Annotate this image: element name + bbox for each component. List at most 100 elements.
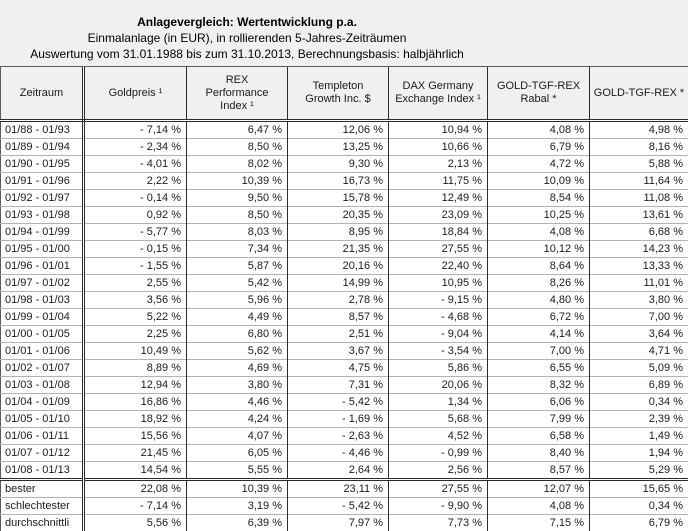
value-cell: 12,07 % — [488, 480, 590, 498]
value-cell: 4,98 % — [590, 121, 688, 139]
value-cell: 5,86 % — [389, 360, 488, 377]
value-cell: 8,50 % — [187, 207, 288, 224]
period-cell: 01/96 - 01/01 — [1, 258, 84, 275]
value-cell: 3,64 % — [590, 326, 688, 343]
period-cell: 01/92 - 01/97 — [1, 190, 84, 207]
value-cell: - 2,34 % — [84, 139, 187, 156]
value-cell: 7,00 % — [488, 343, 590, 360]
value-cell: 3,80 % — [187, 377, 288, 394]
value-cell: 7,99 % — [488, 411, 590, 428]
period-cell: 01/03 - 01/08 — [1, 377, 84, 394]
summary-label-cell: durchschnittli — [1, 515, 84, 531]
column-header: REX Performance Index ¹ — [187, 67, 288, 121]
table-row: 01/88 - 01/93- 7,14 %6,47 %12,06 %10,94 … — [1, 121, 688, 139]
value-cell: 1,94 % — [590, 445, 688, 462]
value-cell: 23,11 % — [288, 480, 389, 498]
table-row: 01/92 - 01/97- 0,14 %9,50 %15,78 %12,49 … — [1, 190, 688, 207]
value-cell: 4,49 % — [187, 309, 288, 326]
value-cell: 8,02 % — [187, 156, 288, 173]
value-cell: 6,79 % — [488, 139, 590, 156]
value-cell: 5,96 % — [187, 292, 288, 309]
period-cell: 01/98 - 01/03 — [1, 292, 84, 309]
value-cell: 5,42 % — [187, 275, 288, 292]
value-cell: 2,39 % — [590, 411, 688, 428]
value-cell: 6,80 % — [187, 326, 288, 343]
value-cell: 20,35 % — [288, 207, 389, 224]
value-cell: 9,30 % — [288, 156, 389, 173]
value-cell: 5,62 % — [187, 343, 288, 360]
value-cell: - 4,68 % — [389, 309, 488, 326]
value-cell: 13,33 % — [590, 258, 688, 275]
table-row: 01/96 - 01/01- 1,55 %5,87 %20,16 %22,40 … — [1, 258, 688, 275]
value-cell: 6,05 % — [187, 445, 288, 462]
value-cell: 5,09 % — [590, 360, 688, 377]
value-cell: 4,80 % — [488, 292, 590, 309]
value-cell: - 0,15 % — [84, 241, 187, 258]
value-cell: 5,55 % — [187, 462, 288, 480]
column-header: DAX Germany Exchange Index ¹ — [389, 67, 488, 121]
value-cell: 27,55 % — [389, 241, 488, 258]
value-cell: - 5,42 % — [288, 394, 389, 411]
value-cell: 8,26 % — [488, 275, 590, 292]
value-cell: 5,29 % — [590, 462, 688, 480]
column-header: Zeitraum — [1, 67, 84, 121]
value-cell: 8,50 % — [187, 139, 288, 156]
value-cell: 8,89 % — [84, 360, 187, 377]
value-cell: 6,55 % — [488, 360, 590, 377]
report-subtitle: Einmalanlage (in EUR), in rollierenden 5… — [0, 30, 494, 46]
value-cell: - 5,42 % — [288, 498, 389, 515]
value-cell: 7,97 % — [288, 515, 389, 531]
value-cell: 6,39 % — [187, 515, 288, 531]
value-cell: 10,66 % — [389, 139, 488, 156]
period-cell: 01/88 - 01/93 — [1, 121, 84, 139]
value-cell: 15,78 % — [288, 190, 389, 207]
report-title-block: Anlagevergleich: Wertentwicklung p.a. Ei… — [0, 0, 494, 62]
value-cell: 10,39 % — [187, 173, 288, 190]
value-cell: - 4,01 % — [84, 156, 187, 173]
report-title: Anlagevergleich: Wertentwicklung p.a. — [0, 14, 494, 30]
period-cell: 01/00 - 01/05 — [1, 326, 84, 343]
value-cell: 16,86 % — [84, 394, 187, 411]
period-cell: 01/93 - 01/98 — [1, 207, 84, 224]
period-cell: 01/91 - 01/96 — [1, 173, 84, 190]
value-cell: 2,55 % — [84, 275, 187, 292]
value-cell: 10,49 % — [84, 343, 187, 360]
value-cell: 9,50 % — [187, 190, 288, 207]
period-cell: 01/95 - 01/00 — [1, 241, 84, 258]
value-cell: 4,24 % — [187, 411, 288, 428]
value-cell: 5,68 % — [389, 411, 488, 428]
value-cell: 2,51 % — [288, 326, 389, 343]
value-cell: 8,57 % — [488, 462, 590, 480]
period-cell: 01/94 - 01/99 — [1, 224, 84, 241]
value-cell: 23,09 % — [389, 207, 488, 224]
value-cell: 7,73 % — [389, 515, 488, 531]
value-cell: 1,49 % — [590, 428, 688, 445]
value-cell: 1,34 % — [389, 394, 488, 411]
value-cell: - 7,14 % — [84, 498, 187, 515]
value-cell: 10,39 % — [187, 480, 288, 498]
value-cell: 5,56 % — [84, 515, 187, 531]
value-cell: 13,25 % — [288, 139, 389, 156]
value-cell: 2,64 % — [288, 462, 389, 480]
value-cell: 2,25 % — [84, 326, 187, 343]
value-cell: - 4,46 % — [288, 445, 389, 462]
value-cell: 14,99 % — [288, 275, 389, 292]
value-cell: - 2,63 % — [288, 428, 389, 445]
value-cell: 11,01 % — [590, 275, 688, 292]
value-cell: 5,22 % — [84, 309, 187, 326]
value-cell: 4,52 % — [389, 428, 488, 445]
value-cell: 27,55 % — [389, 480, 488, 498]
value-cell: - 1,69 % — [288, 411, 389, 428]
table-row: 01/89 - 01/94- 2,34 %8,50 %13,25 %10,66 … — [1, 139, 688, 156]
value-cell: 7,34 % — [187, 241, 288, 258]
value-cell: - 0,99 % — [389, 445, 488, 462]
value-cell: 20,06 % — [389, 377, 488, 394]
value-cell: 6,79 % — [590, 515, 688, 531]
